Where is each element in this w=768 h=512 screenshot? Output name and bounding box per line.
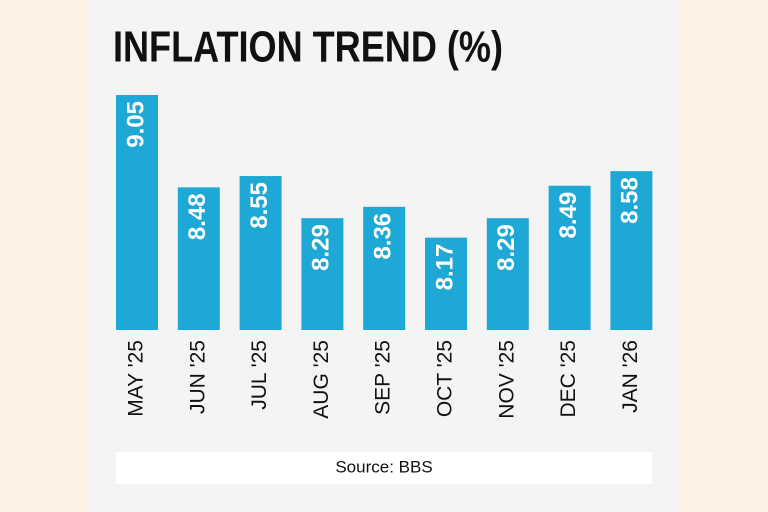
source: Source: BBS xyxy=(335,457,432,476)
bar xyxy=(548,185,591,330)
value-label: 8.17 xyxy=(431,244,458,291)
bar xyxy=(425,237,467,330)
bar xyxy=(363,206,406,330)
bar xyxy=(239,176,282,330)
value-label: 8.48 xyxy=(184,193,211,240)
bar xyxy=(116,95,158,330)
value-label: 9.05 xyxy=(122,101,149,148)
value-label: 8.49 xyxy=(555,192,582,239)
x-tick-label: OCT '25 xyxy=(434,340,457,417)
x-tick-label: SEP '25 xyxy=(372,340,395,415)
bar xyxy=(177,187,220,330)
x-tick-label: JUN '25 xyxy=(186,340,209,414)
value-label: 8.29 xyxy=(493,224,520,271)
x-tick-label: NOV '25 xyxy=(495,340,518,419)
value-label: 8.58 xyxy=(617,177,644,224)
bar xyxy=(486,218,529,330)
bar xyxy=(301,218,344,330)
value-label: 8.36 xyxy=(370,213,397,260)
value-label: 8.29 xyxy=(308,224,335,271)
chart-title: INFLATION TREND (%) xyxy=(113,22,503,71)
x-tick-label: AUG '25 xyxy=(310,340,333,419)
x-tick-label: DEC '25 xyxy=(557,340,580,418)
source-box xyxy=(116,452,652,484)
bar xyxy=(610,171,653,330)
x-tick-label: MAY '25 xyxy=(125,340,148,417)
x-tick-label: JAN '26 xyxy=(619,340,642,413)
value-label: 8.55 xyxy=(246,182,273,229)
x-tick-label: JUL '25 xyxy=(248,340,271,410)
